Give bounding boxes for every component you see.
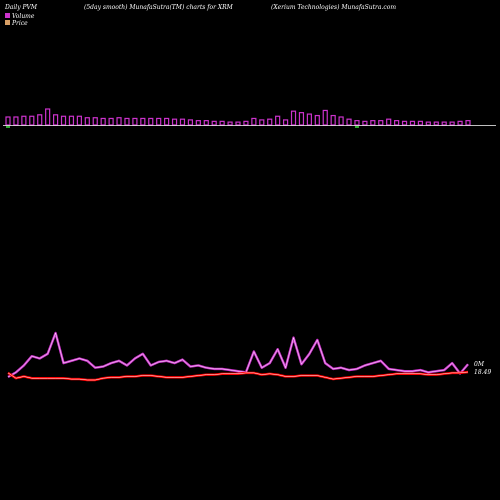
volume-bar [267, 118, 273, 126]
volume-bar [346, 118, 352, 126]
volume-bar [148, 117, 154, 126]
volume-bar [362, 120, 368, 126]
volume-bar [84, 117, 90, 126]
volume-bar [21, 115, 27, 126]
chart-header-right: (Xerium Technologies) MunafaSutra.com [271, 4, 396, 11]
volume-bar [259, 119, 265, 126]
volume-bar [394, 120, 400, 126]
volume-bar [441, 121, 447, 126]
volume-bar [465, 120, 471, 126]
volume-bar [211, 120, 217, 126]
legend-volume-label: Volume [12, 13, 35, 20]
volume-bar [449, 121, 455, 126]
volume-bar [164, 117, 170, 126]
volume-bar [92, 117, 98, 126]
volume-bars [5, 108, 471, 128]
volume-bar [306, 113, 312, 126]
legend-price-swatch [5, 20, 10, 25]
volume-bar [433, 121, 439, 126]
volume-bar [243, 120, 249, 126]
volume-bar [45, 108, 51, 126]
volume-bar [171, 118, 178, 126]
chart-header-center: (5day smooth) MunafaSutra(TM) charts for… [84, 4, 234, 11]
volume-bar [68, 115, 75, 126]
volume-bar [195, 120, 201, 126]
volume-line-series [7, 331, 469, 379]
volume-bar [124, 117, 130, 126]
volume-bar [29, 115, 35, 126]
volume-bar [322, 109, 328, 126]
volume-bar [156, 117, 162, 126]
volume-bar [425, 121, 431, 126]
volume-bar [203, 120, 209, 126]
volume-bar [338, 116, 344, 126]
volume-bar [116, 117, 122, 126]
price-value-label: 18.49 [474, 369, 491, 376]
volume-bar [13, 116, 19, 126]
volume-bar [330, 114, 336, 126]
volume-value-label: 0M [474, 361, 485, 368]
price-line-series [7, 370, 469, 382]
volume-bar [251, 117, 257, 126]
volume-bar [219, 120, 225, 126]
volume-bar [386, 118, 392, 126]
volume-bar [5, 116, 11, 126]
legend-volume-swatch [5, 13, 10, 18]
legend-price-label: Price [11, 20, 28, 27]
volume-bar [132, 117, 138, 126]
volume-bar [378, 120, 384, 126]
volume-bar [76, 115, 82, 126]
volume-bar [409, 120, 416, 126]
volume-bar [235, 121, 241, 126]
volume-bar [108, 117, 114, 126]
volume-bar [275, 115, 281, 126]
price-line-highlight [7, 371, 469, 381]
volume-bar [100, 117, 106, 126]
volume-bar [52, 114, 59, 126]
volume-bar [290, 110, 297, 126]
volume-bar [227, 121, 233, 126]
volume-bar-down [6, 126, 10, 128]
volume-bar [354, 120, 360, 126]
volume-bar [417, 120, 424, 126]
volume-bar [457, 120, 463, 126]
volume-bar [282, 119, 289, 126]
volume-bar [314, 114, 320, 126]
volume-bar [401, 120, 408, 126]
volume-line-highlight [7, 332, 469, 378]
volume-bar [37, 114, 43, 126]
volume-bar [187, 119, 194, 126]
volume-bar [60, 115, 67, 126]
volume-bar [140, 117, 146, 126]
volume-bar-down [354, 126, 359, 128]
volume-bar [370, 120, 376, 126]
volume-bar [179, 118, 186, 126]
volume-bar [298, 112, 305, 126]
chart-header-left: Daily PVM [4, 4, 38, 11]
